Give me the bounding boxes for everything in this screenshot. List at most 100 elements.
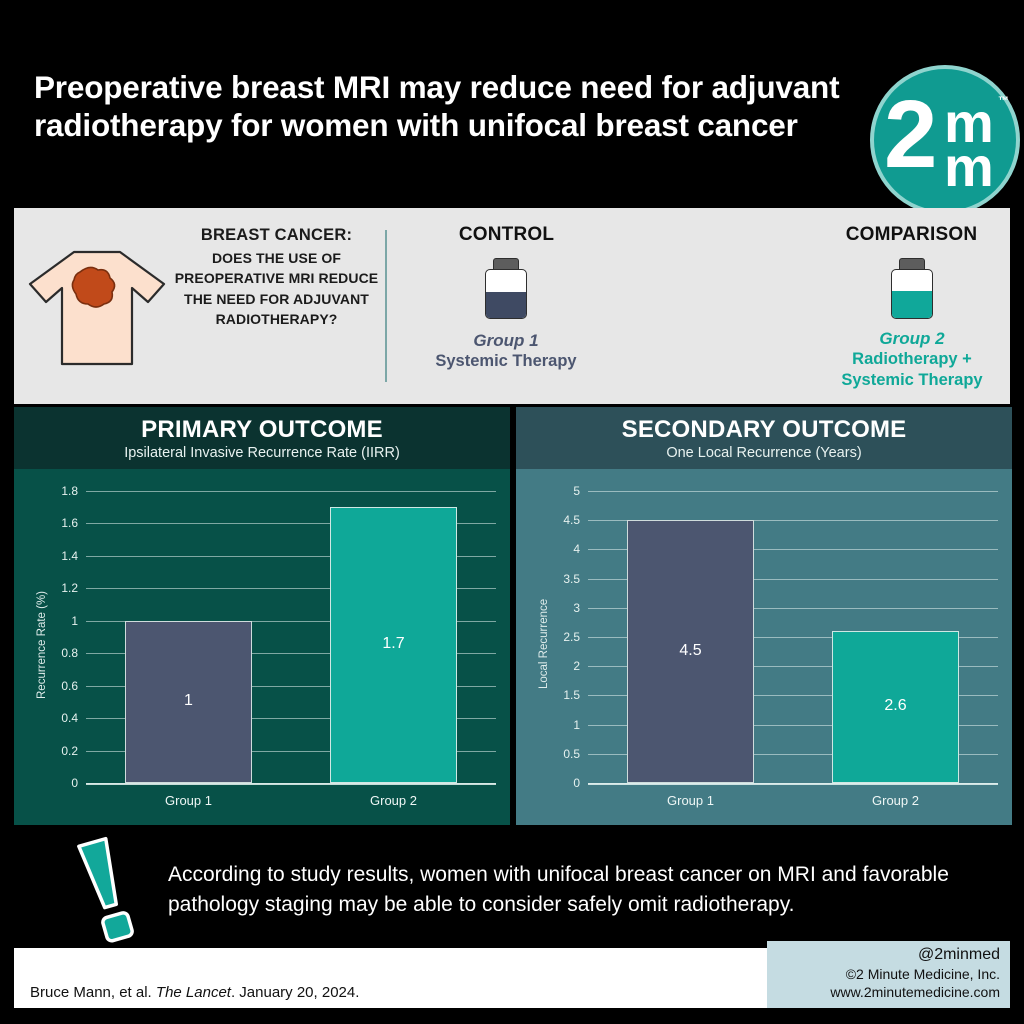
comparison-heading: COMPARISON xyxy=(845,224,978,245)
x-axis-line xyxy=(86,783,496,785)
y-axis-tick-label: 0.5 xyxy=(563,746,580,761)
gridline xyxy=(86,491,496,492)
gridline xyxy=(588,724,998,726)
logo-digit: 2 xyxy=(884,81,937,188)
primary-panel-subtitle: Ipsilateral Invasive Recurrence Rate (II… xyxy=(124,445,400,461)
logo-m-bottom: m xyxy=(944,135,994,198)
logo-circle xyxy=(870,65,1020,215)
bottle-body xyxy=(891,269,933,319)
bottle-fill xyxy=(892,291,932,318)
exclamation-icon xyxy=(50,834,166,946)
comparison-group-desc-2: Systemic Therapy xyxy=(841,370,983,389)
website-url[interactable]: www.2minutemedicine.com xyxy=(830,984,1000,1001)
x-axis-category-label: Group 2 xyxy=(370,793,417,808)
y-axis-tick-label: 1.8 xyxy=(61,484,78,498)
y-axis-tick-label: 1.6 xyxy=(61,516,78,531)
conclusion-text: According to study results, women with u… xyxy=(168,863,949,916)
secondary-panel-subtitle: One Local Recurrence (Years) xyxy=(666,445,862,461)
y-axis-tick-label: 3.5 xyxy=(563,571,580,586)
secondary-panel-title: SECONDARY OUTCOME xyxy=(621,416,907,443)
conclusion-band: According to study results, women with u… xyxy=(40,836,1010,948)
gridline xyxy=(86,718,496,720)
gridline xyxy=(86,588,496,590)
study-question: BREAST CANCER: DOES THE USE OF PREOPERAT… xyxy=(174,226,379,329)
y-axis-tick-label: 0.8 xyxy=(61,646,78,661)
comparison-group-label: Group 2 Radiotherapy + Systemic Therapy xyxy=(797,328,1024,391)
gridline xyxy=(588,695,998,697)
y-axis-tick-label: 0.2 xyxy=(61,743,78,758)
gridline xyxy=(86,523,496,525)
y-axis-tick-label: 1 xyxy=(71,613,78,628)
gridline xyxy=(86,555,496,557)
x-axis-category-label: Group 1 xyxy=(165,793,212,808)
bar-group-2[interactable] xyxy=(329,507,458,783)
logo-m-top: m xyxy=(944,91,994,154)
gridline xyxy=(588,753,998,755)
bar-group-1[interactable] xyxy=(626,520,755,783)
x-axis-category-label: Group 2 xyxy=(872,793,919,808)
gridline xyxy=(86,685,496,687)
gridline xyxy=(588,520,998,522)
gridline xyxy=(588,578,998,580)
citation: Bruce Mann, et al. The Lancet. January 2… xyxy=(30,984,359,1001)
trademark-icon: ™ xyxy=(998,95,1009,107)
bar-value-label: 4.5 xyxy=(679,641,702,659)
y-axis-tick-label: 4 xyxy=(573,542,580,557)
citation-journal: The Lancet xyxy=(155,984,231,1001)
bar-value-label: 2.6 xyxy=(884,697,907,715)
bottle-fill xyxy=(486,292,526,318)
gridline xyxy=(86,653,496,655)
bottle-body xyxy=(485,269,527,319)
study-question-head: BREAST CANCER: xyxy=(200,226,353,244)
y-axis-tick-label: 0.4 xyxy=(61,711,78,726)
torso-tumor-icon xyxy=(22,238,172,378)
y-axis-tick-label: 4.5 xyxy=(563,513,580,528)
gridline xyxy=(588,637,998,638)
comparison-group-name: Group 2 xyxy=(879,329,945,348)
y-axis-tick-label: 0 xyxy=(573,776,580,790)
y-axis-tick-label: 0 xyxy=(71,776,78,790)
bar-value-label: 1.7 xyxy=(382,635,405,653)
copyright-text: ©2 Minute Medicine, Inc. xyxy=(845,966,1000,982)
gridline xyxy=(588,491,998,492)
y-axis-tick-label: 5 xyxy=(573,484,580,498)
primary-panel-title: PRIMARY OUTCOME xyxy=(141,416,383,443)
bar-group-2[interactable] xyxy=(831,631,960,783)
control-heading: CONTROL xyxy=(458,224,555,245)
y-axis-tick-label: 2.5 xyxy=(563,630,580,644)
citation-authors: Bruce Mann, et al. xyxy=(30,984,152,1001)
y-axis-tick-label: 1.4 xyxy=(61,548,78,563)
divider xyxy=(385,230,387,382)
comparison-bottle-icon xyxy=(889,258,935,320)
primary-panel-header: PRIMARY OUTCOME Ipsilateral Invasive Rec… xyxy=(14,407,510,469)
social-handle: @2minmed xyxy=(917,946,1000,963)
methods-band: BREAST CANCER: DOES THE USE OF PREOPERAT… xyxy=(14,208,1010,594)
control-group-desc: Systemic Therapy xyxy=(435,352,577,371)
y-axis-tick-label: 1.5 xyxy=(563,688,580,703)
x-axis-line xyxy=(588,783,998,785)
control-bottle-icon xyxy=(483,258,529,320)
secondary-outcome-panel: SECONDARY OUTCOME One Local Recurrence (… xyxy=(516,407,1012,825)
y-axis-tick-label: 0.6 xyxy=(61,678,78,693)
primary-outcome-panel: PRIMARY OUTCOME Ipsilateral Invasive Rec… xyxy=(14,407,510,825)
x-axis-category-label: Group 1 xyxy=(667,793,714,808)
gridline xyxy=(86,620,496,622)
control-group-name: Group 1 xyxy=(473,331,539,350)
bar-group-1[interactable] xyxy=(124,620,253,783)
header-band: Preoperative breast MRI may reduce need … xyxy=(14,30,1020,215)
comparison-group-desc-1: Radiotherapy + xyxy=(852,350,972,369)
gridline xyxy=(588,607,998,609)
gridline xyxy=(588,666,998,668)
y-axis-tick-label: 3 xyxy=(573,600,580,615)
attribution-box: @2minmed ©2 Minute Medicine, Inc. www.2m… xyxy=(767,941,1010,1008)
secondary-chart-plot: Local Recurrence 0 0.5 1 1.5 2 2.5 3 3.5 4 4.5 5 4.… xyxy=(516,469,1012,825)
brand-logo: 2 m m ™ xyxy=(870,65,1020,215)
citation-date: . January 20, 2024. xyxy=(230,984,360,1001)
control-group-label: Group 1 Systemic Therapy xyxy=(391,330,621,372)
y-axis-tick-label: 1 xyxy=(573,717,580,732)
page-title: Preoperative breast MRI may reduce need … xyxy=(34,69,840,144)
secondary-panel-header: SECONDARY OUTCOME One Local Recurrence (… xyxy=(516,407,1012,469)
primary-chart-plot: Recurrence Rate (%) 0 0.2 0.4 0.6 0.8 1 1.2 1.4… xyxy=(14,469,510,825)
study-question-body: DOES THE USE OF PREOPERATIVE MRI REDUCE … xyxy=(174,250,379,327)
